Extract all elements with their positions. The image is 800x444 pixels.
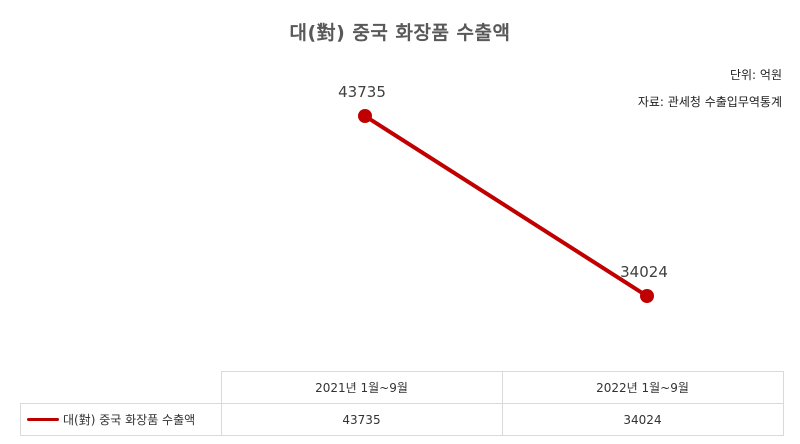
data-point-2021 <box>358 109 372 123</box>
table-corner-cell <box>20 371 222 404</box>
unit-note: 단위: 억원 <box>729 68 782 82</box>
chart-title: 대(對) 중국 화장품 수출액 <box>289 22 511 44</box>
series-line <box>363 114 649 298</box>
table-value-2021: 43735 <box>220 403 503 436</box>
legend-entry: 대(對) 중국 화장품 수출액 <box>20 403 222 436</box>
source-note: 자료: 관세청 수출입무역통계 <box>637 95 782 109</box>
legend-line-swatch <box>27 418 59 421</box>
data-label-2022: 34024 <box>620 263 668 281</box>
legend-label: 대(對) 중국 화장품 수출액 <box>63 413 196 427</box>
table-row: 대(對) 중국 화장품 수출액 43735 34024 <box>20 403 784 436</box>
table-header-2021: 2021년 1월~9월 <box>220 371 503 404</box>
table-header-row: 2021년 1월~9월 2022년 1월~9월 <box>20 371 784 404</box>
table-header-2022: 2022년 1월~9월 <box>501 371 784 404</box>
line-chart: 43735 34024 <box>338 83 668 303</box>
data-point-2022 <box>640 289 654 303</box>
data-label-2021: 43735 <box>338 83 386 101</box>
table-value-2022: 34024 <box>501 403 784 436</box>
data-table: 2021년 1월~9월 2022년 1월~9월 대(對) 중국 화장품 수출액 … <box>20 371 784 436</box>
